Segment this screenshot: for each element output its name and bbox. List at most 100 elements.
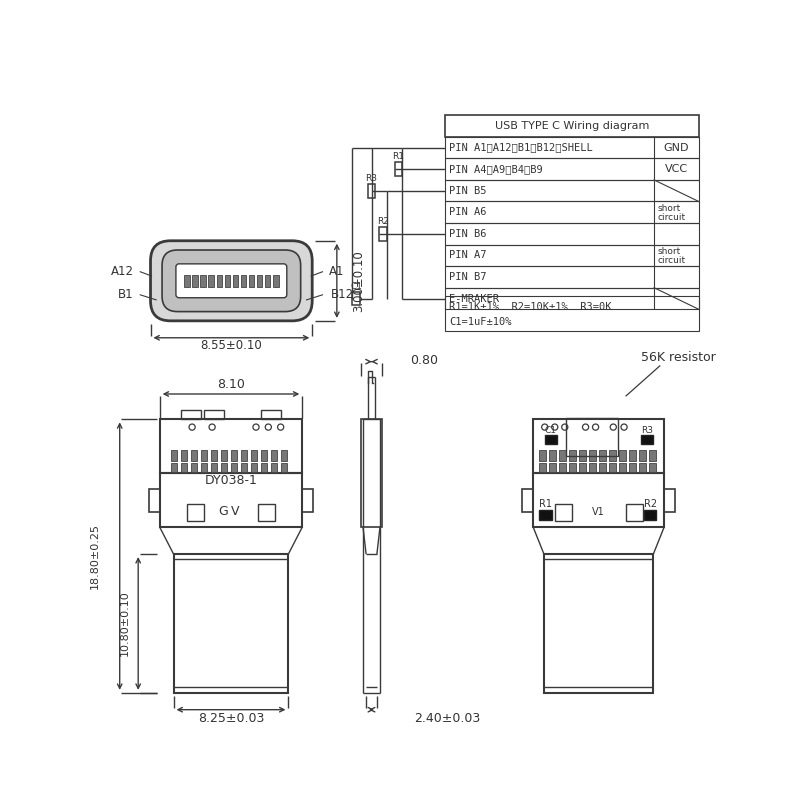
Bar xyxy=(361,419,382,527)
Bar xyxy=(579,462,586,472)
Bar xyxy=(610,462,615,472)
Bar xyxy=(445,115,698,137)
Bar xyxy=(217,274,222,287)
Bar xyxy=(445,288,698,310)
Bar xyxy=(639,450,646,461)
Bar xyxy=(445,245,698,266)
Text: R3: R3 xyxy=(641,426,653,434)
Bar xyxy=(241,450,246,461)
Text: A12: A12 xyxy=(110,265,134,278)
Text: 8.25±0.03: 8.25±0.03 xyxy=(198,712,264,725)
Text: B1: B1 xyxy=(118,288,134,301)
Bar xyxy=(599,450,606,461)
Text: 0.80: 0.80 xyxy=(410,354,438,366)
Text: C1: C1 xyxy=(545,426,557,434)
Bar xyxy=(241,462,246,472)
Bar xyxy=(201,462,206,472)
Text: C1: C1 xyxy=(350,282,362,290)
Bar xyxy=(221,462,226,472)
Bar xyxy=(192,274,198,287)
Text: V1: V1 xyxy=(592,507,605,517)
Bar xyxy=(534,474,664,527)
Text: USB TYPE C Wiring diagram: USB TYPE C Wiring diagram xyxy=(494,121,649,131)
Bar xyxy=(630,462,636,472)
Bar xyxy=(445,202,698,223)
Bar xyxy=(261,450,266,461)
Bar xyxy=(205,410,225,419)
Bar xyxy=(570,462,575,472)
Bar xyxy=(445,180,698,202)
Bar xyxy=(170,450,177,461)
Bar xyxy=(445,137,698,158)
Bar xyxy=(570,450,575,461)
Bar xyxy=(559,462,566,472)
Text: circuit: circuit xyxy=(657,256,686,265)
Bar xyxy=(559,450,566,461)
Text: V: V xyxy=(231,506,240,518)
Bar xyxy=(626,504,642,521)
Bar xyxy=(160,419,302,474)
Bar xyxy=(544,554,654,693)
FancyBboxPatch shape xyxy=(150,241,312,321)
Bar xyxy=(281,450,287,461)
Bar xyxy=(445,223,698,245)
Bar xyxy=(201,450,206,461)
Text: PIN A4、A9、B4、B9: PIN A4、A9、B4、B9 xyxy=(450,164,543,174)
Bar xyxy=(265,274,270,287)
Bar xyxy=(182,410,202,419)
Bar xyxy=(644,510,657,519)
Bar xyxy=(550,450,555,461)
Bar xyxy=(554,504,572,521)
Text: 3.00±0.10: 3.00±0.10 xyxy=(352,250,365,312)
Text: R1=1K±1%  R2=10K±1%  R3=0K: R1=1K±1% R2=10K±1% R3=0K xyxy=(450,302,612,312)
Text: short: short xyxy=(657,204,681,213)
Bar xyxy=(539,462,546,472)
Bar xyxy=(210,462,217,472)
Text: PIN B6: PIN B6 xyxy=(450,229,486,239)
Bar xyxy=(225,274,230,287)
Bar xyxy=(579,450,586,461)
Bar xyxy=(379,227,387,241)
Text: 18.80±0.25: 18.80±0.25 xyxy=(90,523,100,589)
FancyBboxPatch shape xyxy=(162,250,301,311)
Bar xyxy=(233,274,238,287)
Text: 2.40±0.03: 2.40±0.03 xyxy=(414,712,480,725)
FancyBboxPatch shape xyxy=(176,264,287,298)
Bar xyxy=(270,450,277,461)
Text: R1: R1 xyxy=(539,499,552,509)
Text: C1=1uF±10%: C1=1uF±10% xyxy=(450,318,512,327)
Text: R2: R2 xyxy=(377,217,389,226)
Text: PIN A6: PIN A6 xyxy=(450,207,486,218)
Bar xyxy=(221,450,226,461)
Bar xyxy=(590,450,595,461)
Bar xyxy=(181,450,186,461)
Text: circuit: circuit xyxy=(657,213,686,222)
Bar xyxy=(539,510,552,519)
Bar xyxy=(394,162,402,176)
Text: 56K resistor: 56K resistor xyxy=(641,351,716,364)
Bar xyxy=(186,504,204,521)
Text: E-MRAKER: E-MRAKER xyxy=(450,294,499,303)
Bar xyxy=(590,462,595,472)
Text: R2: R2 xyxy=(644,499,657,509)
Bar xyxy=(641,435,654,444)
Bar xyxy=(230,450,237,461)
Bar xyxy=(445,266,698,288)
Bar xyxy=(302,489,313,512)
Bar xyxy=(241,274,246,287)
Bar xyxy=(619,462,626,472)
Text: 8.55±0.10: 8.55±0.10 xyxy=(201,339,262,352)
Bar xyxy=(210,450,217,461)
Bar xyxy=(630,450,636,461)
Text: PIN B5: PIN B5 xyxy=(450,186,486,196)
Bar xyxy=(190,462,197,472)
Bar xyxy=(261,410,281,419)
Bar xyxy=(610,450,615,461)
Bar xyxy=(174,554,288,693)
Bar xyxy=(257,274,262,287)
Bar xyxy=(639,462,646,472)
Bar xyxy=(258,504,275,521)
Bar xyxy=(160,474,302,527)
Text: GND: GND xyxy=(664,142,689,153)
Bar xyxy=(230,462,237,472)
